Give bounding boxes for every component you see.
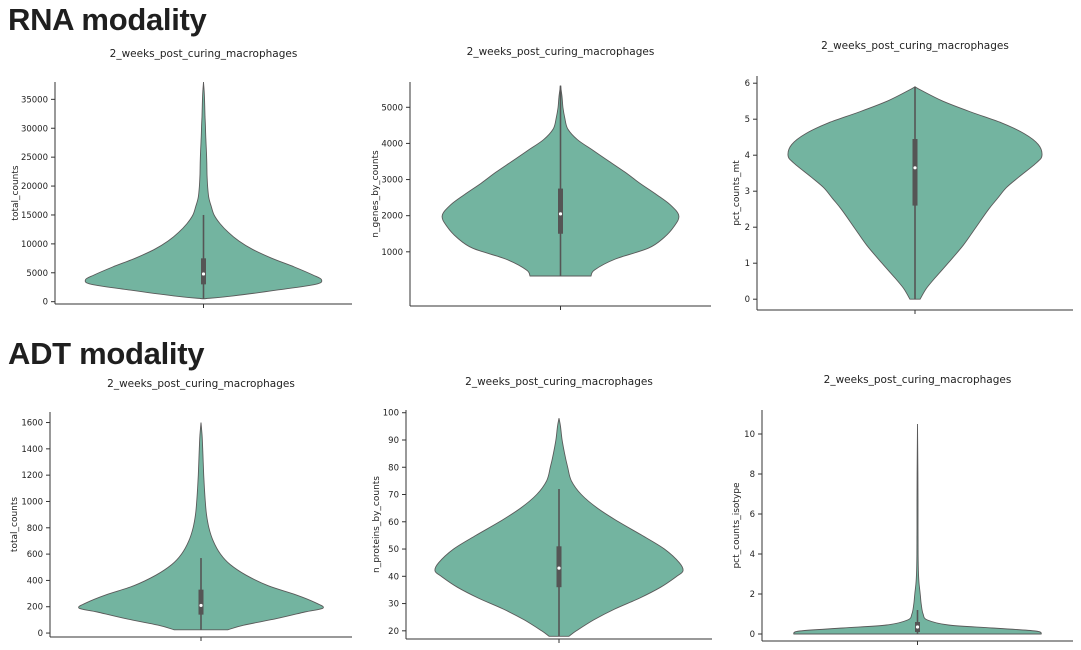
violin-median	[557, 566, 561, 570]
y-tick-label: 40	[388, 572, 399, 582]
y-tick-label: 2	[750, 590, 755, 600]
violin-box	[198, 589, 204, 615]
y-tick-label: 5000	[381, 103, 403, 113]
violin-box	[558, 188, 563, 234]
violin-median	[915, 625, 920, 629]
y-tick-label: 25000	[21, 153, 48, 163]
chart-title: 2_weeks_post_curing_macrophages	[467, 46, 655, 58]
y-tick-label: 1600	[21, 419, 43, 429]
y-tick-label: 3000	[381, 176, 403, 186]
y-tick-label: 15000	[21, 211, 48, 221]
rna-section-heading: RNA modality	[8, 2, 207, 37]
y-axis-label: pct_counts_mt	[732, 160, 742, 226]
y-tick-label: 4	[745, 151, 750, 161]
violin-panel-6: 2_weeks_post_curing_macrophages pct_count…	[732, 374, 1073, 645]
y-tick-label: 80	[388, 463, 399, 473]
y-tick-label: 1200	[21, 471, 43, 481]
chart-title: 2_weeks_post_curing_macrophages	[465, 376, 653, 388]
y-tick-label: 600	[27, 550, 43, 560]
y-tick-label: 1	[745, 259, 750, 269]
y-tick-label: 0	[750, 630, 755, 640]
violin-panel-2: 2_weeks_post_curing_macrophages n_genes_b…	[371, 46, 711, 310]
chart-title: 2_weeks_post_curing_macrophages	[107, 378, 295, 390]
y-tick-label: 20000	[21, 182, 48, 192]
y-tick-label: 0	[43, 298, 48, 308]
y-tick-label: 2000	[381, 212, 403, 222]
y-tick-label: 3	[745, 187, 750, 197]
y-axis-label: total_counts	[11, 165, 21, 220]
y-tick-label: 4000	[381, 139, 403, 149]
y-tick-label: 6	[750, 510, 755, 520]
violin-box	[201, 258, 206, 285]
y-tick-label: 70	[388, 491, 399, 501]
violin-median	[913, 166, 917, 170]
y-tick-label: 1000	[381, 248, 403, 258]
y-axis-label: n_genes_by_counts	[371, 150, 381, 238]
y-tick-label: 20	[388, 627, 399, 637]
violin-median	[558, 212, 563, 216]
y-tick-label: 8	[750, 470, 755, 480]
violin-body	[793, 423, 1042, 635]
y-tick-label: 35000	[21, 95, 48, 105]
violin-body	[84, 81, 323, 300]
y-tick-label: 2	[745, 223, 750, 233]
y-tick-label: 10	[744, 430, 755, 440]
chart-title: 2_weeks_post_curing_macrophages	[110, 48, 298, 60]
y-tick-label: 10000	[21, 240, 48, 250]
y-tick-label: 5	[745, 115, 750, 125]
y-tick-label: 90	[388, 436, 399, 446]
y-tick-label: 200	[27, 603, 43, 613]
y-tick-label: 6	[745, 79, 750, 89]
y-tick-label: 400	[27, 576, 43, 586]
violin-median	[201, 272, 206, 276]
adt-section-heading: ADT modality	[8, 336, 205, 371]
chart-title: 2_weeks_post_curing_macrophages	[824, 374, 1012, 386]
y-tick-label: 800	[27, 524, 43, 534]
violin-body	[78, 422, 324, 631]
violin-panel-4: 2_weeks_post_curing_macrophages total_cou…	[10, 378, 352, 641]
y-tick-label: 1400	[21, 445, 43, 455]
y-tick-label: 0	[38, 629, 43, 639]
y-tick-label: 50	[388, 545, 399, 555]
chart-title: 2_weeks_post_curing_macrophages	[821, 40, 1009, 52]
y-tick-label: 30000	[21, 124, 48, 134]
violin-panel-5: 2_weeks_post_curing_macrophages n_protein…	[372, 376, 712, 643]
y-tick-label: 60	[388, 518, 399, 528]
y-tick-label: 100	[383, 409, 399, 419]
y-tick-label: 5000	[26, 269, 48, 279]
y-tick-label: 4	[750, 550, 755, 560]
y-tick-label: 0	[745, 295, 750, 305]
y-axis-label: total_counts	[10, 497, 20, 552]
violin-panel-3: 2_weeks_post_curing_macrophages pct_count…	[732, 40, 1073, 314]
violin-panel-1: 2_weeks_post_curing_macrophages total_cou…	[11, 48, 352, 308]
violin-median	[199, 603, 203, 608]
violin-box	[912, 139, 918, 206]
y-axis-label: n_proteins_by_counts	[372, 476, 382, 573]
y-tick-label: 30	[388, 600, 399, 610]
y-axis-label: pct_counts_isotype	[732, 482, 742, 569]
y-tick-label: 1000	[21, 497, 43, 507]
